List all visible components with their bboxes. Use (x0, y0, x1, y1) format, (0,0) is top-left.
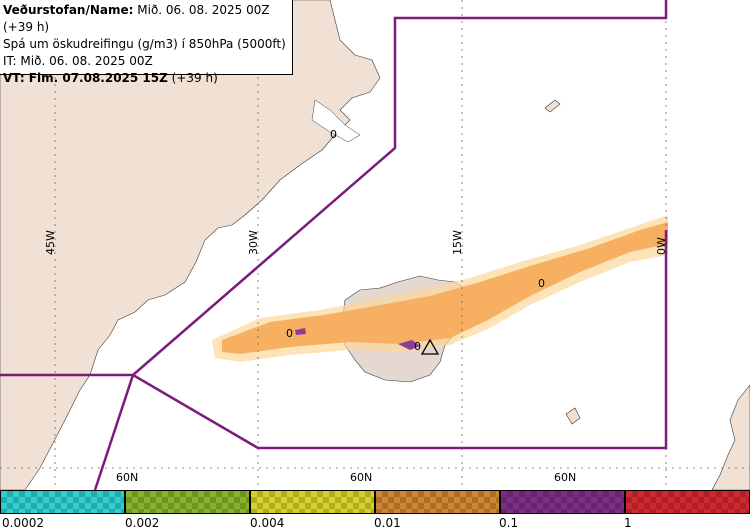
legend-label-4: 0.1 (499, 516, 519, 530)
legend-swatch-4 (500, 490, 625, 514)
ash-plume (212, 215, 668, 362)
legend-label-1: 0.002 (125, 516, 160, 530)
latitude-label: 60N (116, 471, 138, 484)
longitude-label: 30W (247, 230, 260, 255)
legend-swatch-1 (125, 490, 250, 514)
header-valid-time: VT: Fim. 07.08.2025 15Z (3, 71, 168, 85)
contour-label: 0 (414, 340, 421, 353)
longitude-label: 0W (655, 237, 668, 255)
legend-label-0: 0.0002 (2, 516, 44, 530)
header-name-value: Mið. 06. 08. 2025 00Z (+39 h) (3, 3, 270, 34)
legend-label-3: 0.01 (374, 516, 401, 530)
header-description: Spá um öskudreifingu (g/m3) í 850hPa (50… (3, 37, 286, 51)
contour-label: 0 (538, 277, 545, 290)
greenland-landmass (0, 0, 381, 491)
header-lead-time: (+39 h) (171, 71, 218, 85)
legend-label-5: 1 (624, 516, 632, 530)
legend-bar (0, 490, 750, 516)
header-name-label: Veðurstofan/Name: (3, 3, 134, 17)
longitude-label: 45W (44, 230, 57, 255)
island (565, 407, 581, 425)
contour-label: 0 (286, 327, 293, 340)
island (544, 99, 561, 113)
color-legend: 0.0002 0.002 0.004 0.01 0.1 1 (0, 490, 750, 532)
legend-swatch-5 (625, 490, 750, 514)
legend-swatch-3 (375, 490, 500, 514)
contour-label: 0 (330, 128, 337, 141)
fjord (311, 99, 361, 143)
volcano-marker (420, 338, 440, 355)
airspace-boundary (0, 0, 668, 491)
latitude-label: 60N (350, 471, 372, 484)
legend-swatch-2 (250, 490, 375, 514)
latitude-label: 60N (554, 471, 576, 484)
header-issue-time: IT: Mið. 06. 08. 2025 00Z (3, 54, 153, 68)
legend-label-2: 0.004 (250, 516, 285, 530)
legend-swatch-0 (0, 490, 125, 514)
longitude-label: 15W (451, 230, 464, 255)
forecast-header: Veðurstofan/Name: Mið. 06. 08. 2025 00Z … (0, 0, 293, 85)
